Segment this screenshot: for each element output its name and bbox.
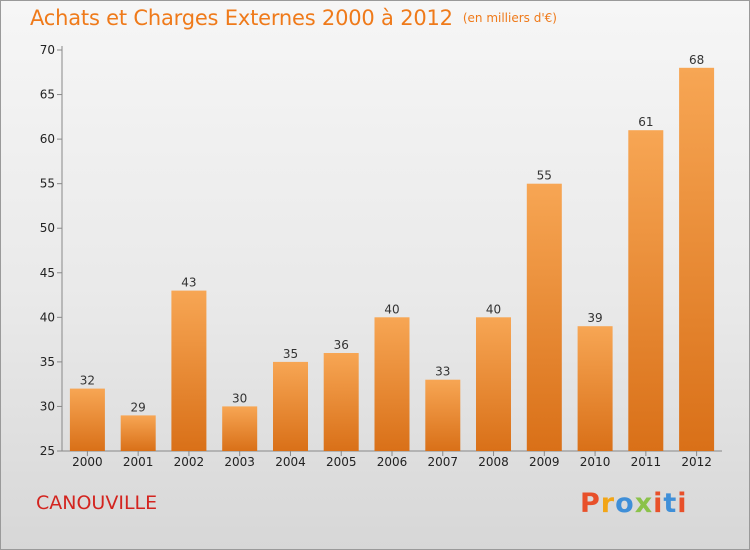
x-tick-label: 2002 [174,455,205,469]
data-label: 68 [689,53,704,67]
y-tick-label: 70 [40,43,55,57]
proxiti-logo[interactable]: Proxiti [580,488,688,519]
city-name: CANOUVILLE [36,492,158,514]
x-tick-label: 2009 [529,455,560,469]
y-tick-label: 60 [40,132,55,146]
y-tick-label: 50 [40,221,55,235]
logo-letter: t [663,488,678,519]
bar-2011 [628,130,664,451]
chart-subtitle: (en milliers d'€) [462,11,557,25]
logo-letter: i [653,488,664,519]
logo-letter: o [615,488,635,519]
bar-2002 [171,290,207,451]
bar-2010 [577,326,613,451]
x-tick-label: 2008 [478,455,509,469]
chart-header: Achats et Charges Externes 2000 à 2012 (e… [30,6,557,36]
y-tick-label: 55 [40,177,55,191]
x-tick-label: 2012 [681,455,712,469]
data-label: 35 [283,347,298,361]
bar-2009 [526,183,562,451]
bar-2008 [476,317,511,451]
x-tick-label: 2000 [72,455,103,469]
data-label: 55 [537,169,552,183]
y-tick-label: 25 [40,444,55,458]
bar-2003 [222,406,258,451]
bar-2012 [679,67,715,452]
data-label: 30 [232,391,247,405]
logo-letter: x [634,488,654,519]
data-label: 29 [131,400,146,414]
x-tick-label: 2004 [275,455,306,469]
data-label: 39 [587,311,602,325]
x-tick-label: 2010 [580,455,611,469]
bar-2000 [69,388,105,451]
data-label: 33 [435,365,450,379]
data-label: 61 [638,115,653,129]
y-tick-label: 65 [40,88,55,102]
data-label: 43 [181,276,196,290]
bar-2005 [323,353,359,451]
data-label: 36 [334,338,349,352]
data-label: 40 [486,302,501,316]
bar-2001 [120,415,156,451]
logo-letter: r [600,488,616,519]
logo-letter: P [580,488,601,519]
bar-2006 [374,317,410,451]
logo-letter: i [677,488,688,519]
x-tick-label: 2006 [377,455,408,469]
x-tick-label: 2011 [631,455,662,469]
x-tick-label: 2005 [326,455,357,469]
x-tick-label: 2003 [224,455,255,469]
y-tick-label: 35 [40,355,55,369]
bar-2007 [425,379,461,451]
y-tick-label: 40 [40,310,55,324]
x-tick-label: 2001 [123,455,154,469]
data-label: 32 [80,374,95,388]
y-tick-label: 45 [40,266,55,280]
chart-title: Achats et Charges Externes 2000 à 2012 [30,6,453,30]
bar-2004 [273,361,308,451]
data-label: 40 [384,302,399,316]
y-tick-label: 30 [40,399,55,413]
x-tick-label: 2007 [427,455,458,469]
